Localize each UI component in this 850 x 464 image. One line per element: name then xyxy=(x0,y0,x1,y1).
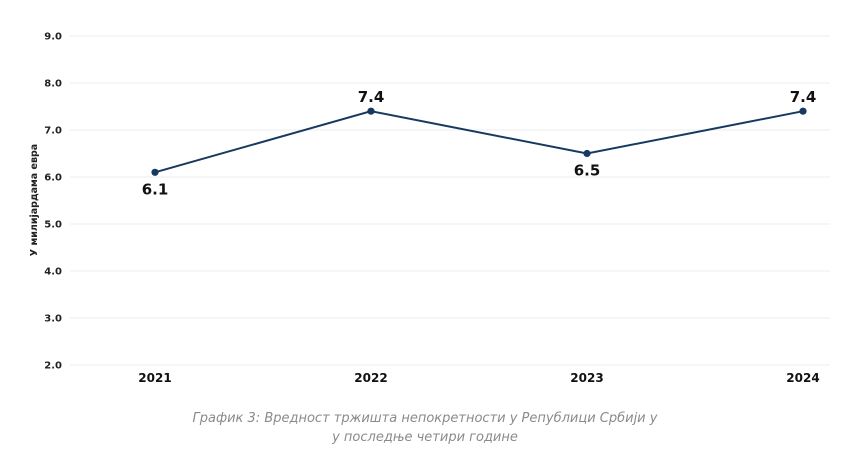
y-tick-label: 4.0 xyxy=(44,267,62,278)
data-label: 7.4 xyxy=(790,88,817,106)
y-axis-ticks: 2.0 3.0 4.0 5.0 6.0 7.0 8.0 9.0 xyxy=(44,32,62,372)
x-tick-label: 2021 xyxy=(138,371,171,385)
data-point xyxy=(799,107,807,115)
data-labels: 6.1 7.4 6.5 7.4 xyxy=(142,88,817,198)
chart-caption-line-2: у последње четири године xyxy=(332,430,518,445)
line-chart: 2.0 3.0 4.0 5.0 6.0 7.0 8.0 9.0 У милијардама е… xyxy=(29,32,830,385)
data-point xyxy=(151,168,159,176)
series-line xyxy=(154,110,804,174)
x-tick-label: 2024 xyxy=(786,371,819,385)
data-point xyxy=(583,149,591,158)
y-tick-label: 7.0 xyxy=(44,126,62,137)
chart-caption-line-1: График 3: Вредност тржишта непокретности… xyxy=(192,411,658,426)
data-point xyxy=(367,107,375,115)
y-tick-label: 2.0 xyxy=(44,361,62,372)
data-points xyxy=(151,107,807,176)
gridlines xyxy=(70,35,830,366)
y-tick-label: 5.0 xyxy=(44,220,62,231)
x-tick-label: 2022 xyxy=(354,371,387,385)
y-tick-label: 9.0 xyxy=(44,32,62,43)
x-tick-label: 2023 xyxy=(570,371,603,385)
y-axis-label: У милијардама евра xyxy=(29,144,40,256)
data-label: 7.4 xyxy=(358,88,385,106)
y-tick-label: 3.0 xyxy=(44,314,62,325)
y-tick-label: 8.0 xyxy=(44,79,62,90)
y-tick-label: 6.0 xyxy=(44,173,62,184)
x-axis-ticks: 2021 2022 2023 2024 xyxy=(138,371,819,385)
data-label: 6.1 xyxy=(142,180,169,198)
data-label: 6.5 xyxy=(574,162,601,180)
